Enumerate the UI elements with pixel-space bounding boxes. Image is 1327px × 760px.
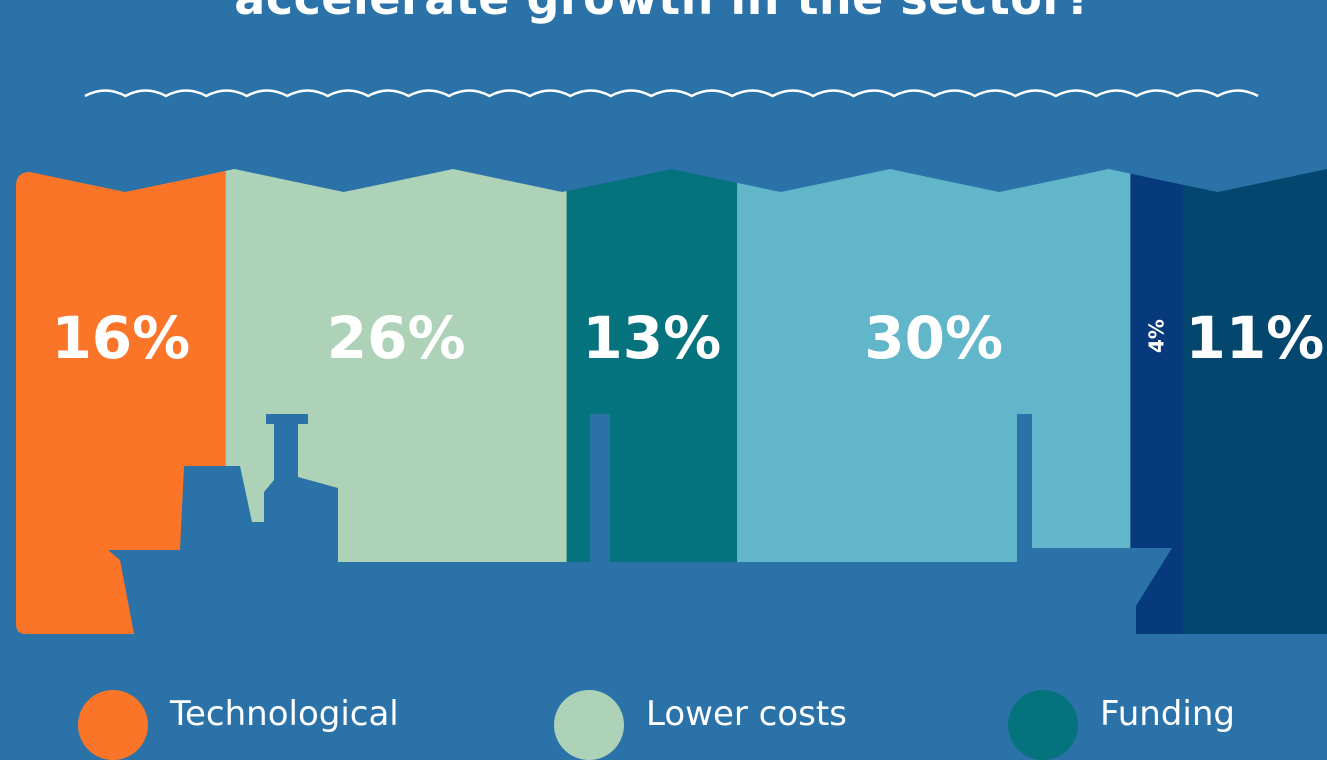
data-label: 30% (864, 304, 1003, 372)
legend-swatch (1008, 690, 1078, 760)
chart-title: accelerate growth in the sector? (0, 0, 1327, 28)
data-label: 4% (1145, 319, 1169, 353)
ship-silhouette (108, 414, 1172, 634)
legend-label: Lower costs (646, 694, 847, 734)
stacked-percentage-chart: 16% 26% 13% 30% 4% 11% (16, 89, 1327, 634)
legend-label: Technological (170, 694, 399, 734)
data-label: 26% (327, 304, 466, 372)
data-label: 13% (582, 304, 721, 372)
legend-label: Funding (1100, 694, 1235, 734)
legend-swatch (78, 690, 148, 760)
bar-segment (1182, 169, 1327, 634)
legend-swatch (554, 690, 624, 760)
data-label: 11% (1185, 304, 1324, 372)
decorative-wave-divider (84, 89, 1259, 98)
data-label: 16% (51, 304, 190, 372)
